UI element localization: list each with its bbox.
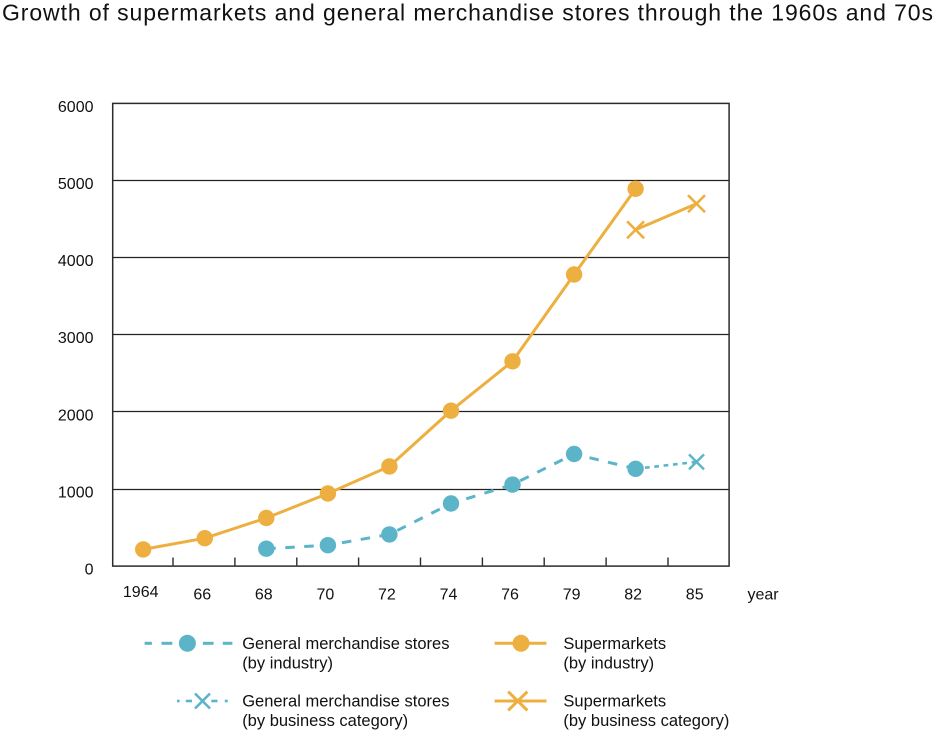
svg-text:(by industry): (by industry) bbox=[563, 655, 654, 673]
svg-text:2000: 2000 bbox=[58, 407, 94, 424]
svg-text:Growth of supermarkets and gen: Growth of supermarkets and general merch… bbox=[2, 0, 933, 26]
svg-text:Supermarkets: Supermarkets bbox=[563, 635, 666, 653]
svg-text:1000: 1000 bbox=[58, 485, 94, 502]
svg-text:5000: 5000 bbox=[58, 176, 94, 193]
svg-text:1964: 1964 bbox=[123, 584, 159, 601]
svg-text:72: 72 bbox=[378, 587, 396, 604]
svg-text:0: 0 bbox=[85, 562, 94, 579]
svg-text:General merchandise stores: General merchandise stores bbox=[242, 635, 449, 653]
svg-text:6000: 6000 bbox=[58, 99, 94, 116]
svg-text:70: 70 bbox=[317, 587, 335, 604]
svg-text:3000: 3000 bbox=[58, 330, 94, 347]
svg-text:(by business category): (by business category) bbox=[242, 712, 408, 730]
svg-text:General merchandise stores: General merchandise stores bbox=[242, 693, 449, 711]
svg-text:74: 74 bbox=[440, 587, 458, 604]
svg-text:Supermarkets: Supermarkets bbox=[563, 693, 666, 711]
svg-text:82: 82 bbox=[624, 587, 642, 604]
svg-text:79: 79 bbox=[563, 587, 581, 604]
svg-text:66: 66 bbox=[193, 587, 211, 604]
svg-text:85: 85 bbox=[686, 587, 704, 604]
svg-text:(by business category): (by business category) bbox=[563, 712, 729, 730]
svg-text:(by industry): (by industry) bbox=[242, 655, 333, 673]
svg-text:68: 68 bbox=[255, 587, 273, 604]
svg-text:year: year bbox=[748, 587, 780, 604]
svg-text:4000: 4000 bbox=[58, 253, 94, 270]
svg-text:76: 76 bbox=[501, 587, 519, 604]
